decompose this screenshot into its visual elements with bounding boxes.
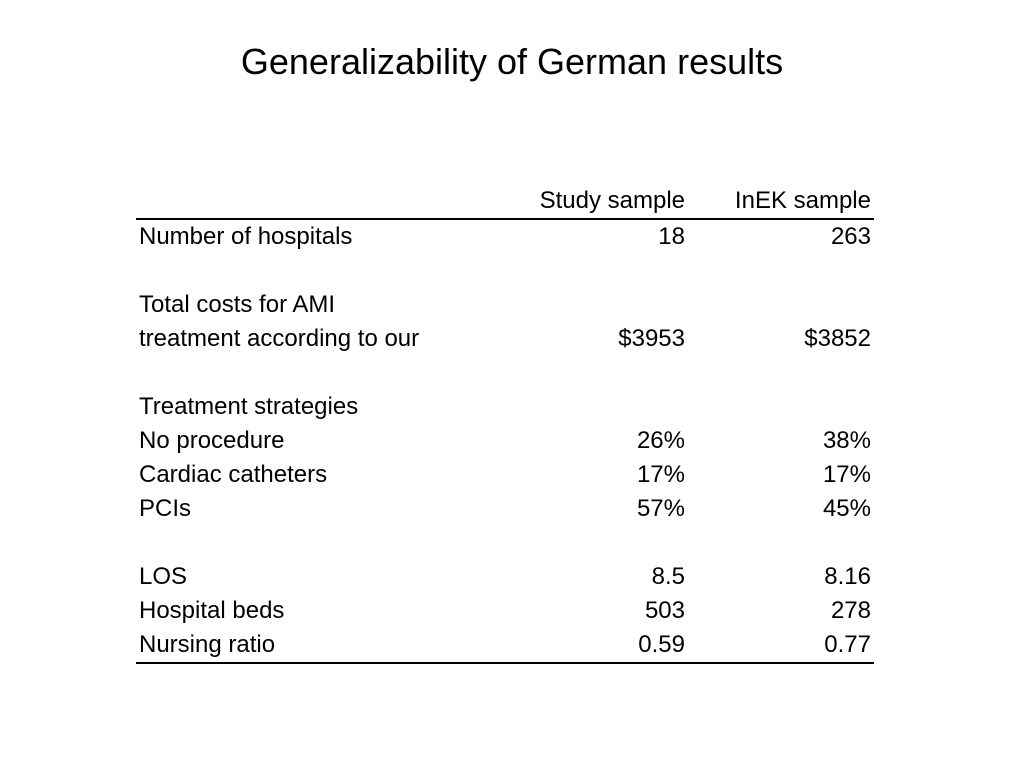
- row-label: Number of hospitals: [139, 223, 353, 250]
- header-row: Study sample InEK sample: [136, 184, 874, 219]
- study-value: 503: [644, 597, 685, 624]
- inek-value: 17%: [822, 461, 871, 488]
- table-row: Total costs for AMI: [136, 288, 874, 322]
- inek-value: 263: [830, 223, 871, 250]
- study-value: $3953: [618, 325, 685, 352]
- header-study-sample: Study sample: [539, 187, 685, 214]
- study-value: [502, 526, 688, 560]
- inek-value: [688, 288, 874, 322]
- study-value: 57%: [636, 495, 685, 522]
- table-row: Hospital beds 503 278: [136, 594, 874, 628]
- row-label: Total costs for AMI: [139, 291, 336, 318]
- table-row-spacer: [136, 356, 874, 390]
- study-value: 0.59: [638, 631, 685, 658]
- inek-value: [688, 356, 874, 390]
- table-row: treatment according to our $3953 $3852: [136, 322, 874, 356]
- row-label: [136, 526, 502, 560]
- slide-title: Generalizability of German results: [240, 41, 784, 82]
- table-row: Nursing ratio 0.59 0.77: [136, 628, 874, 663]
- row-label: Hospital beds: [139, 597, 285, 624]
- table-row: Cardiac catheters 17% 17%: [136, 458, 874, 492]
- inek-value: [688, 526, 874, 560]
- study-value: [502, 390, 688, 424]
- table-row: PCIs 57% 45%: [136, 492, 874, 526]
- header-label: [136, 184, 502, 219]
- table-row: Number of hospitals 18 263: [136, 219, 874, 254]
- study-value: [502, 288, 688, 322]
- row-label: Nursing ratio: [139, 631, 276, 658]
- inek-value: 8.16: [824, 563, 871, 590]
- table-body: Number of hospitals 18 263 Total costs f…: [136, 219, 874, 663]
- row-label: Treatment strategies: [139, 393, 359, 420]
- study-value: 18: [658, 223, 685, 250]
- table-row: LOS 8.5 8.16: [136, 560, 874, 594]
- inek-value: $3852: [804, 325, 871, 352]
- inek-value: 278: [830, 597, 871, 624]
- row-label: treatment according to our: [139, 325, 420, 352]
- table-row: No procedure 26% 38%: [136, 424, 874, 458]
- study-value: [502, 356, 688, 390]
- row-label: Cardiac catheters: [139, 461, 328, 488]
- inek-value: 45%: [822, 495, 871, 522]
- inek-value: 0.77: [824, 631, 871, 658]
- comparison-table: Study sample InEK sample Number of hospi…: [136, 184, 874, 664]
- table-row-spacer: [136, 254, 874, 288]
- study-value: 8.5: [651, 563, 685, 590]
- inek-value: [688, 390, 874, 424]
- inek-value: 38%: [822, 427, 871, 454]
- row-label: LOS: [139, 563, 188, 590]
- table-header: Study sample InEK sample: [136, 184, 874, 219]
- row-label: [136, 254, 502, 288]
- row-label: [136, 356, 502, 390]
- study-value: [502, 254, 688, 288]
- header-inek-sample: InEK sample: [734, 187, 871, 214]
- table-row-spacer: [136, 526, 874, 560]
- comparison-table-container: Study sample InEK sample Number of hospi…: [136, 184, 874, 664]
- table-row: Treatment strategies: [136, 390, 874, 424]
- inek-value: [688, 254, 874, 288]
- row-label: No procedure: [139, 427, 285, 454]
- study-value: 26%: [636, 427, 685, 454]
- row-label: PCIs: [139, 495, 192, 522]
- study-value: 17%: [636, 461, 685, 488]
